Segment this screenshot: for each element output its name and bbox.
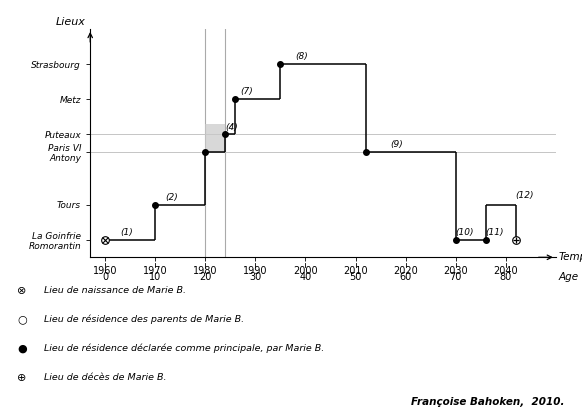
Text: Lieux: Lieux (56, 17, 86, 27)
Text: Lieu de naissance de Marie B.: Lieu de naissance de Marie B. (44, 286, 186, 295)
Text: ○: ○ (17, 315, 27, 325)
Text: (9): (9) (391, 140, 403, 149)
Text: Lieu de résidence déclarée comme principale, par Marie B.: Lieu de résidence déclarée comme princip… (44, 344, 324, 353)
Text: Temps: Temps (558, 252, 582, 262)
Text: Age: Age (558, 272, 579, 282)
Text: 60: 60 (399, 272, 411, 282)
Text: Lieu de décès de Marie B.: Lieu de décès de Marie B. (44, 373, 166, 382)
Text: 10: 10 (149, 272, 161, 282)
Text: (7): (7) (240, 88, 253, 96)
Text: 40: 40 (299, 272, 311, 282)
Text: (4): (4) (225, 122, 238, 132)
Text: 50: 50 (349, 272, 362, 282)
Text: Lieu de résidence des parents de Marie B.: Lieu de résidence des parents de Marie B… (44, 315, 244, 324)
Text: ⊗: ⊗ (17, 286, 27, 295)
Text: 80: 80 (499, 272, 512, 282)
Text: ●: ● (17, 344, 27, 354)
Text: (12): (12) (516, 191, 534, 200)
Bar (205, 124, 225, 152)
Text: (1): (1) (120, 228, 133, 237)
Text: 30: 30 (249, 272, 261, 282)
Text: ⊕: ⊕ (17, 373, 27, 383)
Text: 0: 0 (102, 272, 108, 282)
Text: (11): (11) (486, 228, 504, 237)
Text: 20: 20 (199, 272, 211, 282)
Text: Françoise Bahoken,  2010.: Françoise Bahoken, 2010. (411, 397, 565, 407)
Text: 70: 70 (449, 272, 462, 282)
Text: (8): (8) (296, 52, 308, 61)
Text: (2): (2) (165, 193, 178, 202)
Text: (10): (10) (456, 228, 474, 237)
